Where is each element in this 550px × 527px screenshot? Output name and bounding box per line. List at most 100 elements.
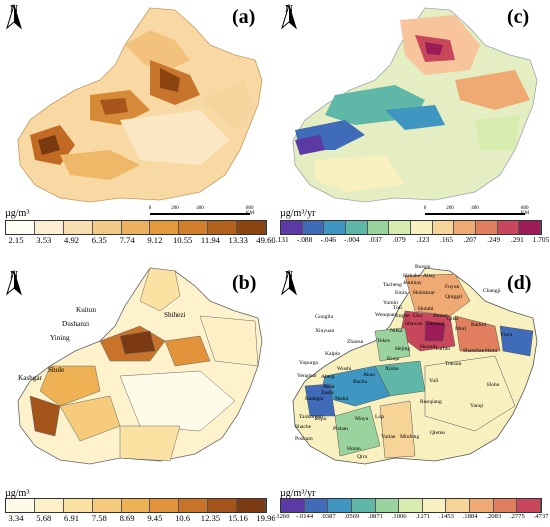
legend-swatch xyxy=(150,499,180,512)
legend-swatch xyxy=(150,221,180,234)
north-arrow-d: N xyxy=(279,270,299,296)
legend-tick-label: .1006 xyxy=(391,513,407,520)
panel-label-b: (b) xyxy=(232,272,257,294)
legend-swatch xyxy=(422,499,447,512)
city-label: Yining xyxy=(50,334,70,342)
region-label: Shache xyxy=(295,424,312,430)
city-label: Shule xyxy=(48,366,65,374)
legend-tick-label: 11.94 xyxy=(200,235,220,244)
region-label: Makit xyxy=(335,396,349,402)
region-label: Yutian xyxy=(381,434,396,440)
legend-tick-label: .2083 xyxy=(486,513,502,520)
region-label: Turfan xyxy=(435,346,451,352)
north-arrow-icon xyxy=(6,270,22,296)
legend-tick-label: 10.6 xyxy=(175,513,191,523)
panel-a-pm-concentration-map: (a) N 0 200 400 800 KM µg/m³ 2.15 3.53 4.9… xyxy=(0,0,275,244)
region-label: Moyu xyxy=(355,416,369,422)
region-label: Toksun xyxy=(445,361,462,367)
legend-swatch xyxy=(6,221,35,234)
region-label: Qira xyxy=(357,454,367,460)
legend-tick-label: 7.58 xyxy=(91,513,107,523)
legend-tick-label: 7.74 xyxy=(119,235,135,244)
region-label: Aheqi xyxy=(321,374,335,380)
region-label: Changji xyxy=(483,288,501,294)
region-label: Hotan xyxy=(347,446,361,452)
legend-swatch xyxy=(208,221,237,234)
region-label: Kuqa xyxy=(387,356,400,362)
legend-tick-label: .1271 xyxy=(415,513,431,520)
scale-tick: 0 xyxy=(423,206,427,211)
region-label: Fuyun xyxy=(445,284,460,290)
region-label: Zepu xyxy=(315,416,327,422)
legend-tick-label: -.1260 xyxy=(275,513,290,520)
unit-label-c: µg/m³/yr xyxy=(280,208,316,219)
legend-tick-label: 8.69 xyxy=(119,513,135,523)
legend-box-b xyxy=(5,498,267,513)
legend-swatch xyxy=(389,221,411,234)
panel-b-county-concentration-map: (b) N Kuitun Shihezi Dushanzi Yining Kas… xyxy=(0,256,275,527)
region-label: Burqin xyxy=(415,264,431,270)
legend-swatch xyxy=(237,221,266,234)
legend-swatch xyxy=(519,221,541,234)
legend-swatch xyxy=(281,499,305,512)
legend-tick-label: 4.92 xyxy=(64,235,80,244)
map-a xyxy=(17,7,263,203)
legend-swatch xyxy=(63,221,93,234)
region-label: Yiwu xyxy=(500,332,513,338)
region-label: Awat xyxy=(323,384,335,390)
legend-tick-label: .037 xyxy=(369,235,382,244)
legend-swatch xyxy=(351,499,376,512)
legend-swatch xyxy=(517,499,541,512)
legend-swatch xyxy=(454,221,476,234)
legend-swatch xyxy=(208,499,237,512)
legend-tick-label: .1884 xyxy=(462,513,478,520)
legend-tick-label: 3.34 xyxy=(8,513,24,523)
legend-tick-label: 49.60 xyxy=(256,235,275,244)
region-label: Mori xyxy=(455,326,467,332)
unit-label-a: µg/m³ xyxy=(5,208,30,219)
legend-tick-label: 5.68 xyxy=(36,513,52,523)
region-label: Zhaosu xyxy=(347,339,364,345)
scale-tick: 800 KM xyxy=(520,206,530,216)
region-label: Kashgar xyxy=(305,396,324,402)
legend-c xyxy=(281,221,541,234)
legend-tick-label: 12.35 xyxy=(200,513,221,523)
legend-tick-label: 3.53 xyxy=(36,235,52,244)
legend-swatch xyxy=(121,499,151,512)
region-label: Aksu xyxy=(363,372,375,378)
legend-swatch xyxy=(304,499,329,512)
legend-tick-label: 13.33 xyxy=(228,235,248,244)
region-label: Xinyuan xyxy=(315,328,335,334)
region-label: Jinghe xyxy=(395,313,410,319)
region-label: Habahe xyxy=(403,273,421,279)
legend-tick-label: 9.12 xyxy=(147,235,163,244)
region-label: Pishan xyxy=(333,426,348,432)
region-label: Nilka xyxy=(390,328,403,334)
north-arrow-b: N xyxy=(4,270,24,296)
region-label: Yuli xyxy=(429,378,439,384)
region-label: Bachu xyxy=(353,379,368,385)
region-label: Wenquan xyxy=(375,312,396,318)
legend-swatch xyxy=(121,221,151,234)
panel-label-a: (a) xyxy=(232,6,256,28)
region-label: Kalpin xyxy=(325,351,341,357)
legend-swatch xyxy=(34,499,64,512)
region-label: Urumqi xyxy=(427,321,445,327)
legend-swatch xyxy=(179,499,209,512)
legend-box-d xyxy=(280,498,542,513)
legend-swatch xyxy=(399,499,423,512)
unit-label-b: µg/m³ xyxy=(5,488,30,499)
city-label: Shihezi xyxy=(164,311,186,319)
region-label: Hutubi xyxy=(418,306,434,312)
legend-swatch xyxy=(497,221,520,234)
legend-swatch xyxy=(34,221,64,234)
panel-label-d: (d) xyxy=(507,272,532,294)
legend-swatch xyxy=(367,221,390,234)
legend-swatch xyxy=(92,499,122,512)
legend-a xyxy=(6,221,266,234)
region-label: Gongliu xyxy=(315,314,334,320)
region-label: Qiemo xyxy=(430,430,446,436)
city-label: Kashgar xyxy=(18,374,42,382)
legend-swatch xyxy=(237,499,266,512)
